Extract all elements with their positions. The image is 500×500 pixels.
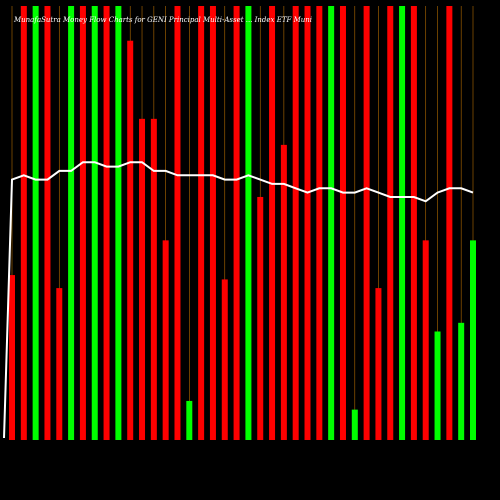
- bar: [292, 6, 299, 440]
- bar: [233, 6, 240, 440]
- bar: [150, 118, 157, 440]
- bar: [20, 6, 27, 440]
- bar: [79, 6, 86, 440]
- average-line: [3, 161, 474, 439]
- bar: [375, 288, 382, 440]
- bar: [363, 6, 370, 440]
- bar: [186, 400, 193, 440]
- bar: [139, 118, 146, 440]
- bar: [316, 6, 323, 440]
- bar: [351, 409, 358, 440]
- bar: [115, 6, 122, 440]
- bar: [91, 6, 98, 440]
- bar: [221, 279, 228, 440]
- bar: [198, 6, 205, 440]
- bar: [56, 288, 63, 440]
- bar: [458, 322, 465, 440]
- bar: [422, 240, 429, 440]
- bar: [399, 6, 406, 440]
- bar: [209, 6, 216, 440]
- bar: [127, 40, 134, 440]
- bar: [470, 240, 476, 440]
- bar: [44, 6, 51, 440]
- bar: [328, 6, 335, 440]
- bar: [174, 6, 181, 440]
- bar: [245, 6, 252, 440]
- bar: [387, 6, 394, 440]
- bar: [269, 6, 276, 440]
- bar: [434, 331, 441, 440]
- bar: [32, 6, 39, 440]
- chart-title: MunafaSutra Money Flow Charts for GENI P…: [13, 16, 312, 24]
- bar: [339, 6, 346, 440]
- bar: [68, 6, 75, 440]
- bar: [257, 196, 264, 440]
- bar: [162, 240, 169, 440]
- bar: [280, 144, 287, 440]
- bar: [304, 6, 311, 440]
- bar-series: [9, 6, 476, 440]
- bar: [103, 6, 110, 440]
- bar: [410, 6, 417, 440]
- bar: [446, 6, 453, 440]
- bar: [9, 275, 15, 440]
